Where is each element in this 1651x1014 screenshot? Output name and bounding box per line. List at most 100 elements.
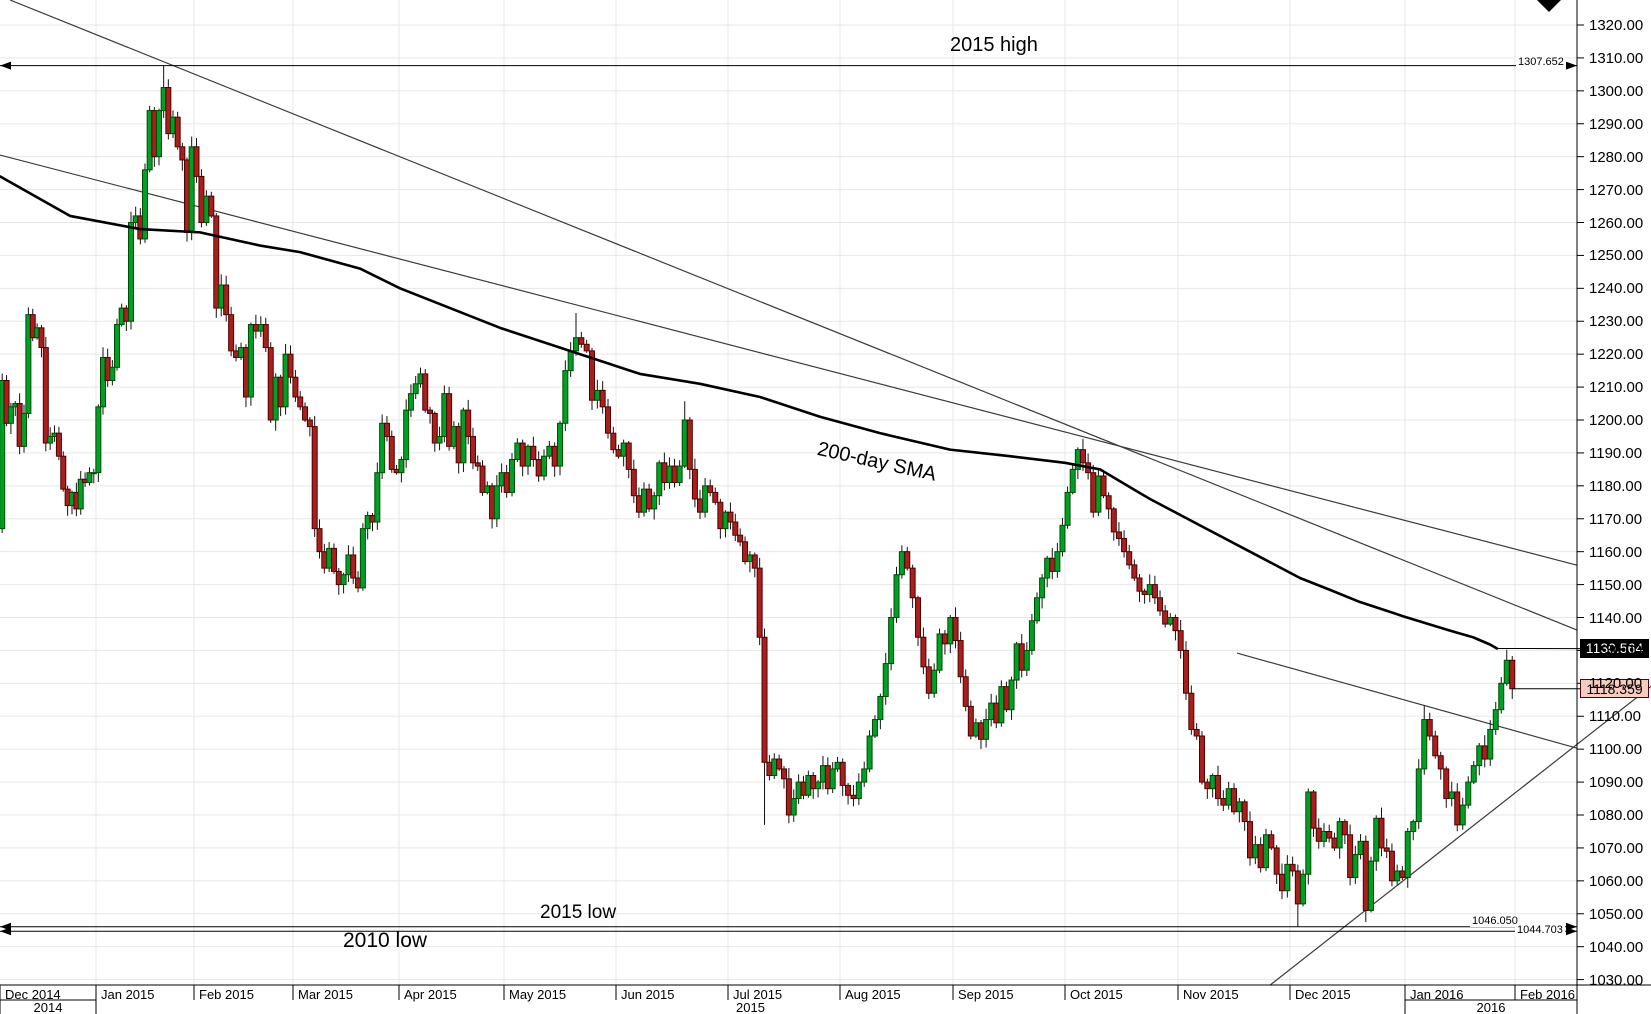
candle-body [635,495,642,513]
candle-body [95,406,102,474]
candle-body [790,798,797,816]
candle-body [330,547,337,572]
candle-body [60,455,67,490]
candle-body [983,719,990,740]
candle-body [364,514,371,530]
annotation-2015-high: 2015 high [950,34,1038,56]
candle-body [1044,557,1051,579]
candle-body [1034,597,1040,622]
candle-body [519,442,526,467]
candle-body [904,551,911,569]
candle-body [277,376,284,408]
candle-body [198,175,205,224]
trendline-1[interactable] [9,0,1578,631]
candle-body [460,409,467,464]
month-label: Feb 2015 [199,987,254,1002]
candle-body [1131,564,1138,579]
candle-body [1368,860,1375,911]
candle-body [509,459,515,493]
candle-body [766,761,773,777]
chart-shift-marker-icon[interactable] [1537,0,1561,12]
candle-body [866,735,873,770]
candle-body [1023,649,1030,671]
price-tick-label: 1250.00 [1589,247,1644,265]
sma-line[interactable] [0,175,1499,650]
candle-body [882,663,889,698]
candle-body [557,422,563,467]
candle-body [1162,610,1169,625]
candle-body [1421,719,1428,770]
candle-body [1399,870,1406,879]
candle-body [514,442,521,461]
candle-body [888,617,895,665]
candle-body [503,472,510,493]
candle-body [493,485,500,520]
month-label: Apr 2015 [404,987,457,1002]
candle-body [1141,590,1148,595]
candle-body [407,393,414,411]
candle-body [489,485,496,520]
price-tick-label: 1090.00 [1589,774,1644,792]
candle-body [412,383,419,395]
arrow-left-icon [0,927,11,936]
candle-body [223,284,230,316]
trendline-4[interactable] [1269,685,1651,986]
candle-body [599,389,606,408]
price-label-2015-high: 1307.652 [1516,56,1566,68]
candle-body [47,435,54,444]
candle-body [785,778,792,816]
candle-body [1095,475,1102,513]
candle-body [855,781,862,800]
candle-body [972,722,979,737]
candle-body [340,574,347,586]
annotation-2010-low: 2010 low [343,929,428,952]
candle-body [316,528,323,553]
candle-body [898,551,905,576]
candle-body [188,146,195,233]
candle-body [1183,649,1189,694]
candle-body [1326,830,1333,839]
candle-body [42,347,49,444]
candle-body [1300,873,1307,905]
candle-body [359,528,366,589]
candle-body [1209,775,1216,790]
candle-body [1448,791,1455,800]
candle-body [242,347,249,398]
candle-body [681,419,688,467]
candle-body [967,705,974,737]
candle-body [1454,791,1461,826]
candle-body [829,768,836,790]
candle-body [1105,495,1112,510]
candle-body [583,343,590,352]
candle-body [479,465,486,493]
trendline-3[interactable] [1236,652,1578,749]
month-label: Oct 2015 [1070,987,1123,1002]
candle-body [1151,584,1158,599]
candle-body [38,327,45,349]
candle-body [1013,643,1020,681]
candle-body [345,554,352,576]
candle-body [1008,679,1015,711]
candle-body [1136,577,1143,592]
candle-body [691,468,698,500]
trendline-2[interactable] [0,154,1578,566]
candle-body [109,366,116,382]
candle-body [450,426,457,447]
candle-body [1090,472,1097,513]
candle-body [455,426,462,464]
candle-body [77,478,84,510]
candle-body [208,195,215,217]
candle-body [1284,863,1291,892]
candle-body [850,794,857,800]
price-tick-label: 1300.00 [1589,82,1644,100]
candle-body [252,324,259,332]
candle-body [1404,830,1411,879]
candle-body [620,442,627,457]
candle-body [257,324,264,332]
annotation-2015-low: 2015 low [540,902,617,923]
candle-body [661,462,668,484]
candle-body [671,465,678,484]
candle-body [697,498,703,513]
candle-body [393,468,400,474]
